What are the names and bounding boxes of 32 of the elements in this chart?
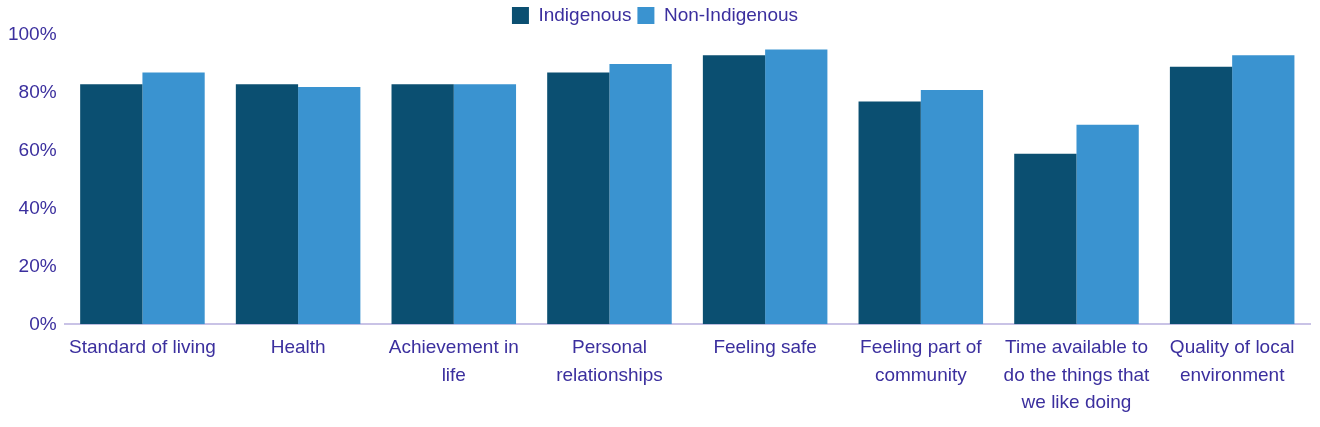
bar [298, 87, 361, 325]
bar [702, 55, 766, 325]
legend-label: Indigenous [538, 3, 632, 25]
bar [80, 84, 143, 325]
bar [142, 72, 205, 325]
bar [453, 84, 517, 325]
y-tick-label: 60% [18, 138, 57, 160]
x-tick-label: Quality of local environment [1169, 336, 1295, 385]
y-tick-label: 80% [18, 81, 57, 103]
x-tick-label: Feeling part of community [860, 336, 983, 385]
bar [235, 84, 299, 325]
y-tick-label: 0% [29, 312, 57, 334]
bar [1232, 55, 1295, 325]
x-tick-label: Standard of living [69, 336, 216, 358]
x-tick-label: Health [270, 336, 326, 358]
bar [547, 72, 610, 325]
y-tick-label: 40% [18, 196, 57, 218]
bar [391, 84, 454, 325]
bar [765, 49, 828, 325]
x-tick-label: Time available to do the things that we like doing [1003, 336, 1151, 413]
legend-label: Non-Indigenous [663, 3, 799, 25]
x-tick-label: Personal relationships [556, 336, 663, 385]
x-tick-label: Feeling safe [713, 336, 817, 358]
y-tick-label: 100% [7, 23, 57, 45]
bar [1076, 124, 1139, 325]
bar [609, 63, 672, 325]
bar [920, 89, 984, 325]
bar [1169, 66, 1233, 325]
bar [1014, 153, 1077, 325]
y-tick-label: 20% [18, 254, 57, 276]
x-tick-label: Achievement in life [388, 336, 519, 385]
bar [858, 101, 921, 325]
